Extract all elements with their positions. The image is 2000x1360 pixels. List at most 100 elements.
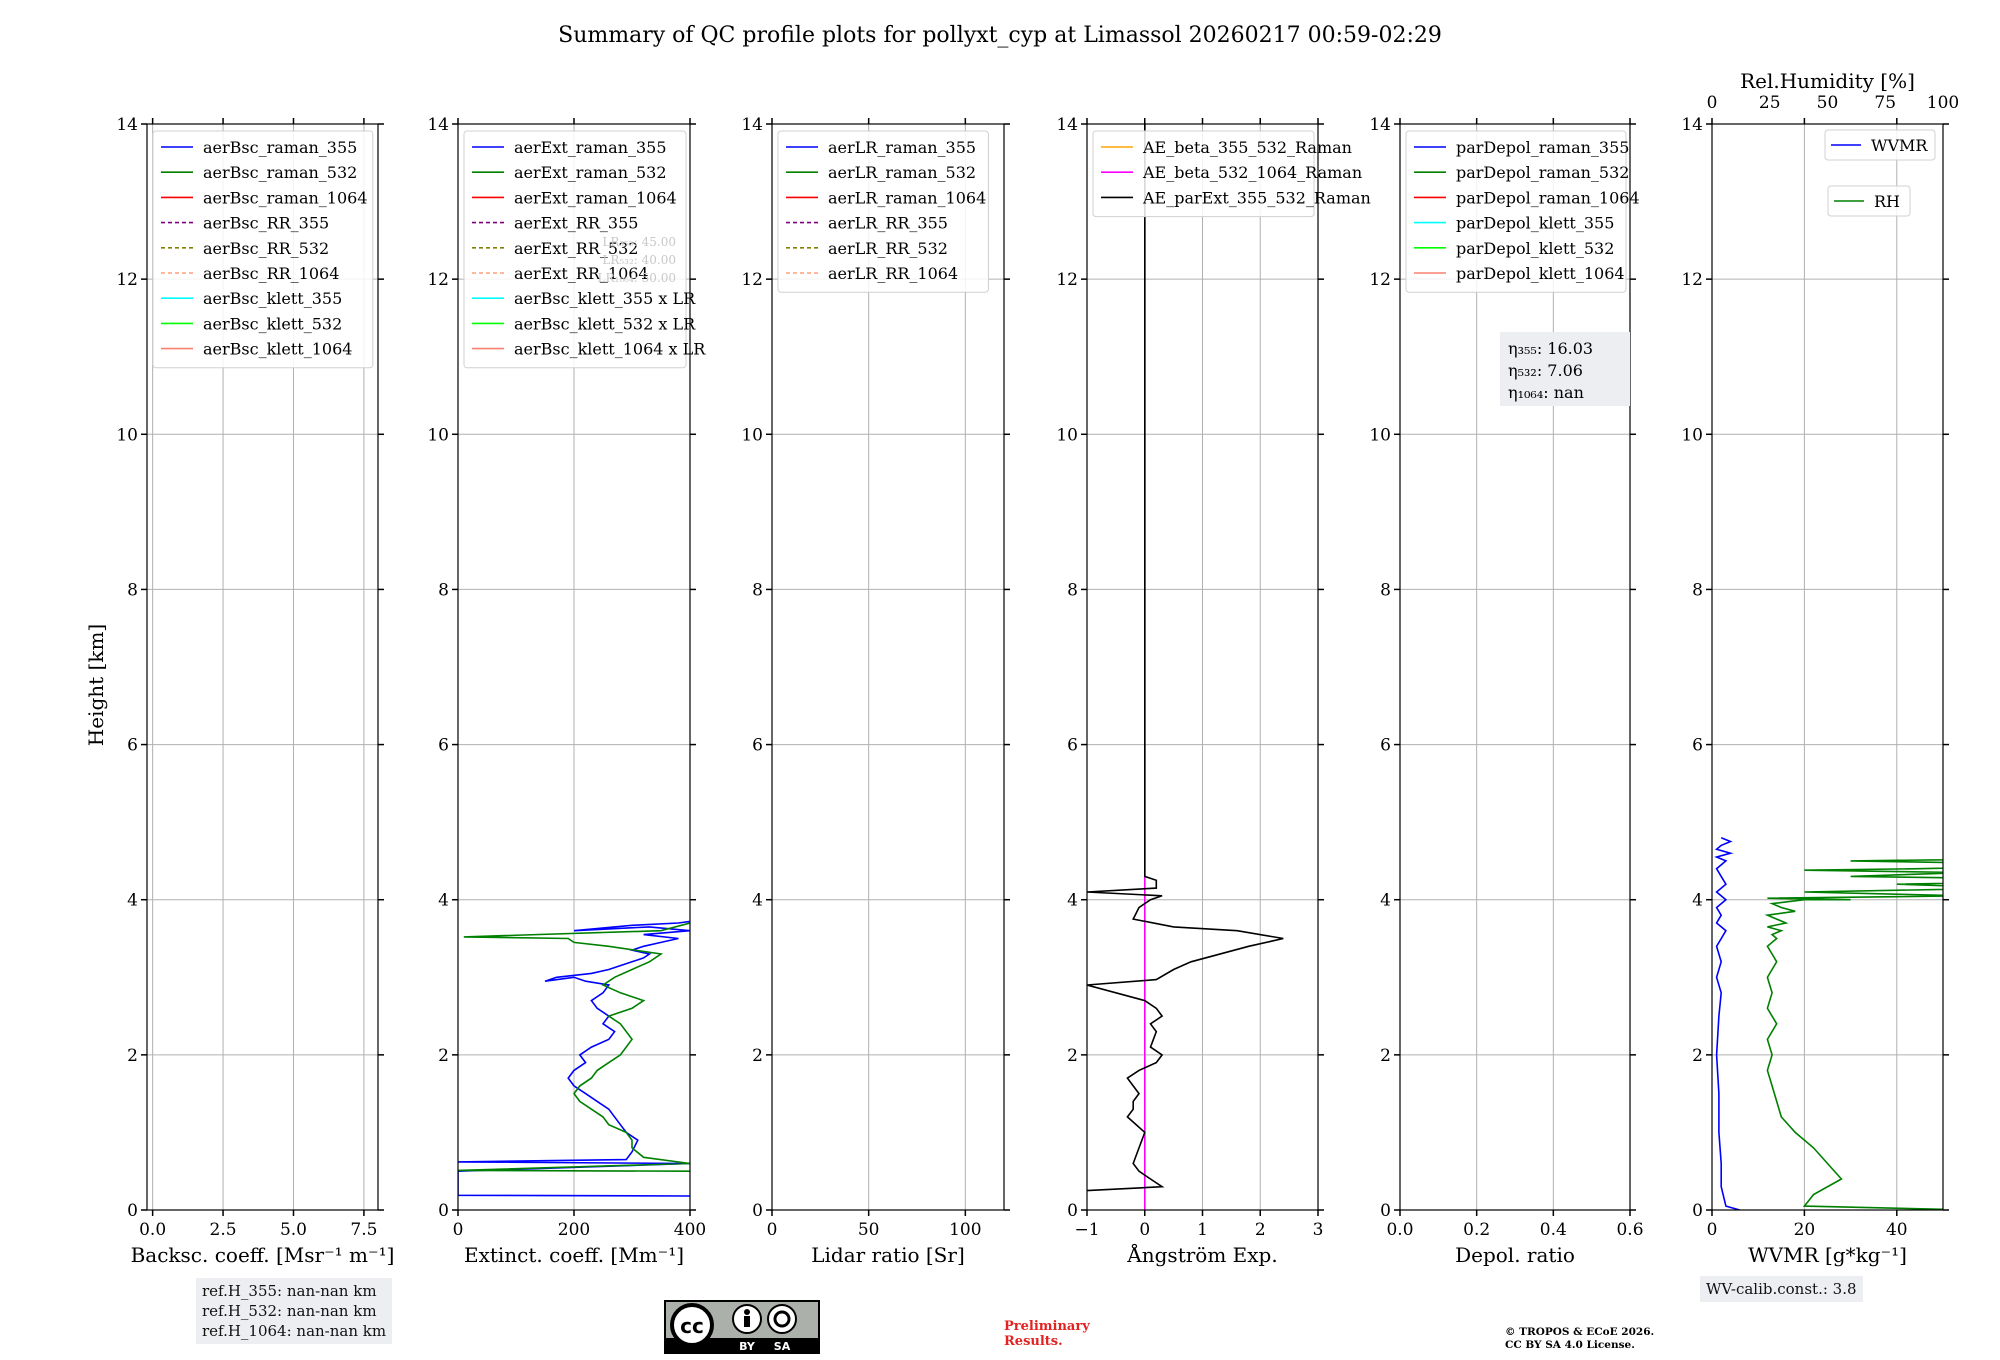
cc-logo-text: cc: [680, 1314, 704, 1338]
wv-calibration-box: WV-calib.const.: 3.8: [1700, 1276, 1863, 1302]
y-tick-label: 0: [752, 1201, 763, 1221]
top-tick-label: 0: [1707, 93, 1718, 113]
x-tick-label: 2.5: [210, 1220, 237, 1240]
y-tick-label: 12: [741, 270, 763, 290]
axes-frame: [1711, 123, 1944, 1211]
ref-height-355: ref.H_355: nan-nan km: [202, 1282, 377, 1300]
y-tick-label: 6: [438, 736, 449, 756]
legend-label: parDepol_klett_1064: [1456, 264, 1625, 283]
y-tick-label: 6: [127, 736, 138, 756]
y-tick-label: 2: [1380, 1046, 1391, 1066]
y-tick-label: 8: [1692, 580, 1703, 600]
x-tick-label: 0.0: [1386, 1220, 1413, 1240]
legend-label: AE_parExt_355_532_Raman: [1142, 188, 1371, 207]
legend-label: aerLR_RR_355: [828, 214, 948, 233]
axes-frame: [1399, 123, 1631, 1211]
y-tick-label: 10: [1369, 425, 1391, 445]
x-tick-label: 0.2: [1463, 1220, 1490, 1240]
y-tick-label: 0: [438, 1201, 449, 1221]
x-tick-label: 100: [949, 1220, 981, 1240]
legend-label: AE_beta_532_1064_Raman: [1142, 163, 1362, 182]
x-tick-label: 0.6: [1616, 1220, 1643, 1240]
legend-label: aerExt_raman_355: [514, 138, 667, 157]
x-tick-label: 40: [1886, 1220, 1908, 1240]
x-tick-label: 200: [558, 1220, 590, 1240]
x-axis-label: Extinct. coeff. [Mm⁻¹]: [464, 1243, 684, 1267]
series-group: [1714, 836, 1943, 1210]
top-axis-label: Rel.Humidity [%]: [1740, 69, 1915, 93]
y-tick-label: 12: [1056, 270, 1078, 290]
series-group: [1087, 124, 1284, 1210]
copyright-line-1: © TROPOS & ECoE 2026.: [1505, 1326, 1655, 1338]
cc-logo-icon: [670, 1303, 714, 1347]
legend-label: aerBsc_raman_355: [203, 138, 357, 157]
top-tick-label: 50: [1817, 93, 1839, 113]
y-tick-label: 4: [1692, 891, 1703, 911]
panel-bsc: 0 2 4 6 8 10 12 14 0.0 2.5 5.0 7.5 Backsc. coeff. [M…: [116, 115, 394, 1267]
legend-label: aerLR_raman_1064: [828, 188, 986, 207]
y-tick-label: 4: [127, 891, 138, 911]
legend-label: aerBsc_raman_532: [203, 163, 357, 182]
legend-label: aerExt_RR_532: [514, 239, 638, 258]
legend-label: aerLR_RR_532: [828, 239, 948, 258]
legend-box: [1405, 130, 1627, 293]
y-tick-label: 8: [1067, 580, 1078, 600]
y-tick-label: 14: [1369, 115, 1391, 135]
figure-title: Summary of QC profile plots for pollyxt_…: [558, 23, 1442, 48]
legend-wv-1: RH: [1827, 185, 1911, 217]
eta-annotation-line: η₅₃₂: 7.06: [1508, 361, 1583, 380]
y-tick-label: 14: [1056, 115, 1078, 135]
lr-annotation: LR₃₅₅: 45.00: [602, 235, 676, 249]
y-tick-label: 4: [1380, 891, 1391, 911]
y-tick-label: 12: [1681, 270, 1703, 290]
y-tick-label: 10: [1681, 425, 1703, 445]
y-tick-label: 8: [1380, 580, 1391, 600]
x-tick-label: 0: [1707, 1220, 1718, 1240]
y-tick-label: 2: [752, 1046, 763, 1066]
legend-label: parDepol_raman_355: [1456, 138, 1629, 157]
lr-annotation: LR₁₀₆₄: 50.00: [598, 271, 676, 285]
x-tick-label: 0: [767, 1220, 778, 1240]
y-tick-label: 0: [1692, 1201, 1703, 1221]
legend-box: [1092, 130, 1315, 218]
y-axis-label: Height [km]: [84, 624, 108, 746]
legend-bsc: aerBsc_raman_355 aerBsc_raman_532 aerBsc_r…: [152, 130, 374, 369]
y-tick-label: 12: [427, 270, 449, 290]
legend-label: parDepol_raman_1064: [1456, 188, 1640, 207]
series-line-RH: [1764, 848, 1943, 1210]
legend-label: AE_beta_355_532_Raman: [1142, 138, 1352, 157]
x-tick-label: 2: [1255, 1220, 1266, 1240]
legend-label: aerLR_raman_355: [828, 138, 976, 157]
series-line-aerExt_raman_532: [458, 922, 690, 1172]
x-tick-label: 0.0: [139, 1220, 166, 1240]
y-tick-label: 12: [1369, 270, 1391, 290]
cc-by-sa-badge[interactable]: cc BY SA: [664, 1300, 820, 1354]
legend-label: aerBsc_klett_532: [203, 314, 342, 333]
legend-box: [463, 130, 687, 369]
y-tick-label: 14: [741, 115, 763, 135]
copyright-line-2: CC BY SA 4.0 License.: [1505, 1339, 1635, 1351]
y-tick-label: 2: [438, 1046, 449, 1066]
sa-share-alike-icon: [767, 1304, 797, 1334]
preliminary-results-note: Preliminary Results.: [1004, 1319, 1090, 1349]
axes-frame: [146, 123, 379, 1211]
by-icon-head: [744, 1309, 750, 1315]
legend-lr: aerLR_raman_355 aerLR_raman_532 aerLR_rama…: [777, 130, 989, 293]
x-tick-label: 400: [674, 1220, 706, 1240]
panel-ext: 0 2 4 6 8 10 12 14 0 200 400 Extinct. coeff. [Mm⁻¹]…: [427, 115, 706, 1267]
y-tick-label: 4: [1067, 891, 1078, 911]
legend-label: aerLR_raman_532: [828, 163, 976, 182]
y-tick-label: 0: [127, 1201, 138, 1221]
y-tick-label: 6: [1692, 736, 1703, 756]
y-tick-label: 2: [127, 1046, 138, 1066]
y-tick-label: 10: [741, 425, 763, 445]
legend-label: aerExt_raman_532: [514, 163, 667, 182]
legend-depol: parDepol_raman_355 parDepol_raman_532 parD…: [1405, 130, 1640, 293]
copyright-note: © TROPOS & ECoE 2026. CC BY SA 4.0 Licen…: [1505, 1326, 1654, 1352]
reference-height-box: ref.H_355: nan-nan km ref.H_532: nan-nan…: [196, 1278, 393, 1344]
series-line-AE_parExt_355_532_Raman: [1087, 124, 1284, 1192]
x-tick-label: 5.0: [280, 1220, 307, 1240]
